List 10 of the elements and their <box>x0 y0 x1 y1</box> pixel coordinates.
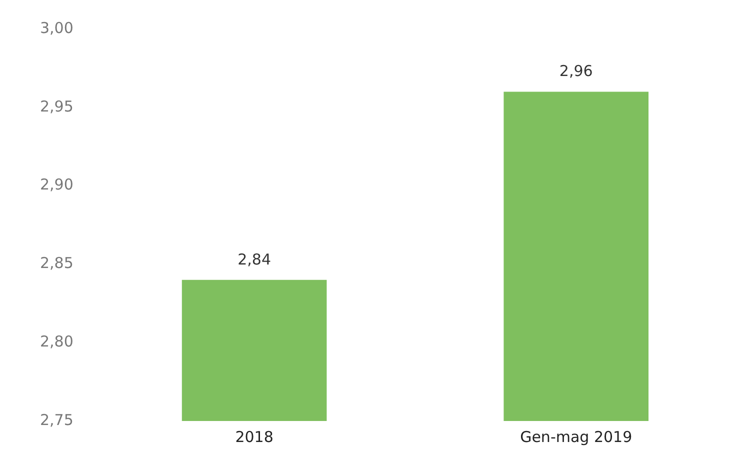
y-tick-label: 2,85 <box>40 254 74 272</box>
y-tick-label: 2,80 <box>40 332 74 350</box>
x-tick-label: Gen-mag 2019 <box>520 428 632 446</box>
y-tick-label: 3,00 <box>40 18 74 37</box>
y-tick-label: 2,90 <box>40 176 74 194</box>
y-tick-label: 2,95 <box>40 97 74 116</box>
data-label: 2,84 <box>238 250 271 268</box>
x-tick-label: 2018 <box>235 428 274 446</box>
y-tick-label: 2,75 <box>40 410 74 429</box>
data-label: 2,96 <box>559 62 593 80</box>
